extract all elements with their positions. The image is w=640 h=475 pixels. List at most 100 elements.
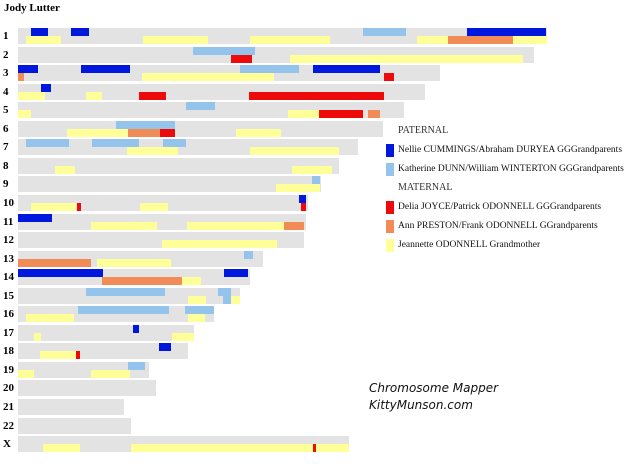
segment-light-blue (312, 176, 320, 184)
segment-yellow (162, 240, 277, 248)
segment-light-blue (86, 288, 165, 296)
chromosome-label-17: 17 (3, 327, 14, 339)
segment-yellow (142, 73, 274, 81)
chromosome-label-15: 15 (3, 290, 14, 302)
legend-item-yellow: Jeannette ODONNELL Grandmother (384, 238, 634, 252)
segment-light-blue (26, 139, 69, 147)
segment-yellow (236, 129, 281, 137)
segment-yellow (131, 444, 313, 452)
legend-swatch-yellow (386, 239, 394, 252)
segment-light-blue (218, 288, 231, 296)
legend-item-dark-blue: Nellie CUMMINGS/Abraham DURYEA GGGrandpa… (384, 143, 634, 157)
legend-swatch-dark-blue (386, 144, 394, 157)
segment-dark-blue (41, 84, 51, 92)
segment-yellow (40, 351, 76, 359)
segment-dark-blue (18, 65, 38, 73)
chromosome-label-22: 22 (3, 420, 14, 432)
segment-orange (128, 129, 160, 137)
segment-light-blue (116, 121, 175, 129)
segment-dark-blue (71, 28, 89, 36)
segment-yellow (250, 147, 339, 155)
segment-light-blue (186, 102, 215, 110)
segment-yellow (288, 110, 319, 118)
segment-yellow (18, 370, 34, 378)
legend: PATERNAL Nellie CUMMINGS/Abraham DURYEA … (384, 124, 634, 257)
segment-yellow (86, 92, 102, 100)
segment-red (249, 92, 384, 100)
legend-swatch-orange (386, 220, 394, 233)
chromosome-label-5: 5 (3, 104, 9, 116)
chromosome-bar-20 (18, 380, 156, 396)
segment-red (301, 203, 306, 211)
chromosome-bar-17 (18, 325, 194, 341)
segment-yellow (127, 147, 178, 155)
segment-yellow (67, 129, 128, 137)
credit-app-name: Chromosome Mapper (369, 381, 499, 395)
segment-dark-blue (224, 269, 248, 277)
segment-dark-blue (31, 28, 48, 36)
chromosome-label-x: X (3, 438, 11, 450)
segment-light-blue (185, 306, 214, 314)
segment-light-blue (240, 65, 299, 73)
segment-yellow (417, 36, 448, 44)
legend-swatch-light-blue (386, 163, 394, 176)
segment-red (160, 129, 175, 137)
segment-orange (448, 36, 513, 44)
legend-item-orange: Ann PRESTON/Frank ODONNELL GGrandparents (384, 219, 634, 233)
legend-swatch-red (386, 201, 394, 214)
segment-yellow (188, 314, 205, 322)
segment-dark-blue (467, 28, 546, 36)
legend-item-red: Delia JOYCE/Patrick ODONNELL GGGrandpare… (384, 200, 634, 214)
segment-orange (284, 222, 304, 230)
legend-label-dark-blue: Nellie CUMMINGS/Abraham DURYEA GGGrandpa… (398, 145, 623, 155)
credit: Chromosome Mapper KittyMunson.com (369, 380, 498, 414)
chromosome-label-10: 10 (3, 197, 14, 209)
legend-label-red: Delia JOYCE/Patrick ODONNELL GGGrandpare… (398, 202, 602, 212)
segment-light-blue (78, 306, 169, 314)
legend-item-light-blue: Katherine DUNN/William WINTERTON GGGrand… (384, 162, 634, 176)
chromosome-label-4: 4 (3, 86, 9, 98)
segment-yellow (26, 36, 61, 44)
chromosome-label-21: 21 (3, 401, 14, 413)
chromosome-bar-21 (18, 399, 124, 415)
legend-label-orange: Ann PRESTON/Frank ODONNELL GGrandparents (398, 221, 598, 231)
segment-red (319, 110, 363, 118)
segment-red (313, 444, 316, 452)
segment-orange (18, 73, 24, 81)
legend-label-yellow: Jeannette ODONNELL Grandmother (398, 240, 541, 250)
segment-red (76, 351, 80, 359)
legend-label-light-blue: Katherine DUNN/William WINTERTON GGGrand… (398, 164, 624, 174)
chromosome-label-11: 11 (3, 216, 14, 228)
chromosome-label-7: 7 (3, 141, 9, 153)
chromosome-label-18: 18 (3, 345, 14, 357)
segment-yellow (250, 36, 330, 44)
chromosome-label-1: 1 (3, 30, 9, 42)
segment-yellow (18, 92, 45, 100)
chromosome-label-6: 6 (3, 123, 9, 135)
segment-yellow (143, 36, 208, 44)
segment-red (231, 55, 252, 63)
segment-yellow (91, 222, 157, 230)
segment-dark-blue (313, 65, 380, 73)
segment-yellow (55, 166, 75, 174)
segment-yellow (188, 296, 206, 304)
segment-yellow (43, 444, 80, 452)
chromosome-label-12: 12 (3, 234, 14, 246)
segment-yellow (292, 166, 332, 174)
segment-red (139, 92, 166, 100)
segment-yellow (97, 259, 171, 267)
segment-yellow (31, 203, 76, 211)
segment-dark-blue (18, 269, 103, 277)
segment-dark-blue (159, 343, 171, 351)
segment-yellow (290, 55, 523, 63)
segment-light-blue (223, 296, 231, 304)
segment-yellow (182, 277, 201, 285)
segment-yellow (316, 444, 349, 452)
chromosome-label-16: 16 (3, 308, 14, 320)
segment-yellow (513, 36, 547, 44)
chromosome-bar-15 (18, 288, 240, 304)
segment-light-blue (92, 139, 139, 147)
chromosome-label-8: 8 (3, 160, 9, 172)
chromosome-label-13: 13 (3, 253, 14, 265)
segment-light-blue (363, 28, 406, 36)
